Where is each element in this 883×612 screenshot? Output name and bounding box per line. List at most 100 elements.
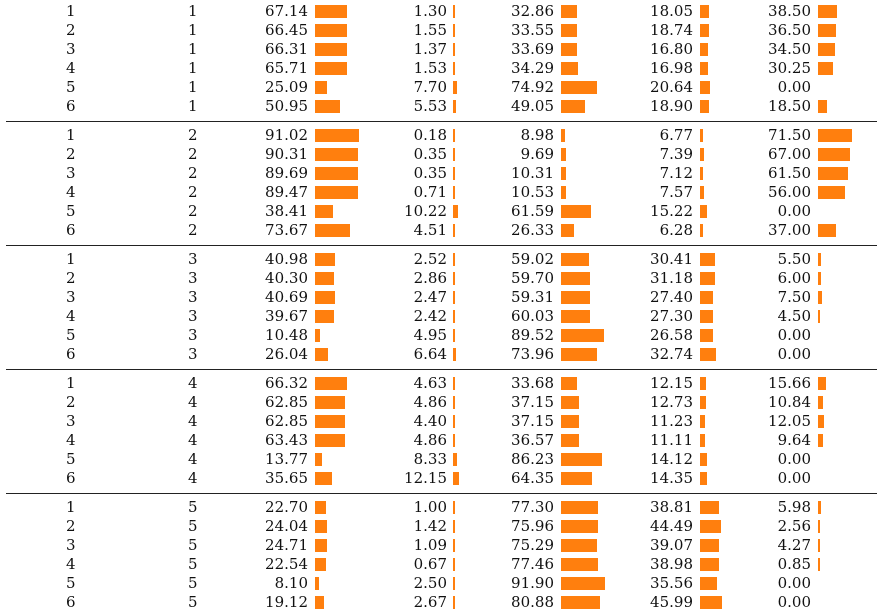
group-divider bbox=[6, 245, 877, 246]
group-index-cell: 3 bbox=[188, 269, 198, 287]
value-bar-col2 bbox=[453, 310, 455, 323]
value-cell-col3: 33.69 bbox=[511, 40, 554, 58]
value-cell-col1: 22.70 bbox=[265, 498, 308, 516]
value-bar-col2 bbox=[453, 415, 456, 428]
value-cell-col2: 4.86 bbox=[413, 431, 447, 449]
value-cell-col3: 10.31 bbox=[511, 164, 554, 182]
value-bar-col5 bbox=[818, 501, 821, 514]
value-bar-col3 bbox=[561, 253, 590, 266]
value-cell-col2: 1.09 bbox=[413, 536, 447, 554]
value-cell-col1: 73.67 bbox=[265, 221, 308, 239]
value-bar-col5 bbox=[818, 377, 826, 390]
value-cell-col1: 63.43 bbox=[265, 431, 308, 449]
value-cell-col3: 59.31 bbox=[511, 288, 554, 306]
value-bar-col3 bbox=[561, 396, 579, 409]
value-bar-col5 bbox=[818, 186, 845, 199]
value-bar-col2 bbox=[453, 434, 456, 447]
row-index-cell: 2 bbox=[66, 269, 76, 287]
value-cell-col5: 2.56 bbox=[777, 517, 811, 535]
value-cell-col2: 1.42 bbox=[413, 517, 447, 535]
value-cell-col4: 6.77 bbox=[659, 126, 693, 144]
value-cell-col1: 89.47 bbox=[265, 183, 308, 201]
table-row: 2 5 24.04 1.42 75.96 44.49 2.56 bbox=[0, 517, 883, 536]
value-bar-col5 bbox=[818, 100, 827, 113]
value-bar-col1 bbox=[315, 167, 359, 180]
row-index-cell: 5 bbox=[66, 450, 76, 468]
value-bar-col2 bbox=[453, 186, 455, 199]
value-bar-col1 bbox=[315, 396, 346, 409]
row-group-1: 1 1 67.14 1.30 32.86 18.05 38.50 2 1 66.45 1.55 33.… bbox=[0, 2, 883, 116]
value-cell-col2: 4.51 bbox=[413, 221, 447, 239]
value-cell-col4: 16.80 bbox=[650, 40, 693, 58]
value-cell-col5: 5.50 bbox=[777, 250, 811, 268]
value-cell-col5: 18.50 bbox=[768, 97, 811, 115]
value-bar-col4 bbox=[700, 253, 715, 266]
value-bar-col2 bbox=[453, 396, 456, 409]
row-index-cell: 4 bbox=[66, 183, 76, 201]
value-bar-col2 bbox=[453, 253, 455, 266]
row-index-cell: 2 bbox=[66, 517, 76, 535]
value-bar-col3 bbox=[561, 310, 590, 323]
value-cell-col2: 5.53 bbox=[413, 97, 447, 115]
value-bar-col1 bbox=[315, 62, 347, 75]
value-cell-col2: 4.63 bbox=[413, 374, 447, 392]
value-bar-col1 bbox=[315, 100, 340, 113]
value-bar-col2 bbox=[453, 5, 455, 18]
value-bar-col4 bbox=[700, 43, 709, 56]
value-bar-col3 bbox=[561, 100, 585, 113]
value-cell-col5: 0.00 bbox=[777, 78, 811, 96]
table-row: 6 3 26.04 6.64 73.96 32.74 0.00 bbox=[0, 345, 883, 364]
row-index-cell: 5 bbox=[66, 574, 76, 592]
value-bar-col3 bbox=[561, 81, 597, 94]
group-index-cell: 5 bbox=[188, 536, 198, 554]
value-cell-col2: 2.52 bbox=[413, 250, 447, 268]
value-bar-col5 bbox=[818, 224, 836, 237]
value-cell-col1: 38.41 bbox=[265, 202, 308, 220]
value-cell-col1: 13.77 bbox=[265, 450, 308, 468]
table-row: 6 2 73.67 4.51 26.33 6.28 37.00 bbox=[0, 221, 883, 240]
value-cell-col1: 90.31 bbox=[265, 145, 308, 163]
table-row: 1 1 67.14 1.30 32.86 18.05 38.50 bbox=[0, 2, 883, 21]
value-bar-col4 bbox=[700, 148, 704, 161]
value-cell-col1: 67.14 bbox=[265, 2, 308, 20]
value-cell-col4: 15.22 bbox=[650, 202, 693, 220]
value-bar-col1 bbox=[315, 472, 333, 485]
group-index-cell: 3 bbox=[188, 307, 198, 325]
value-cell-col3: 80.88 bbox=[511, 593, 554, 611]
value-cell-col3: 86.23 bbox=[511, 450, 554, 468]
value-bar-col1 bbox=[315, 577, 319, 590]
value-bar-col4 bbox=[700, 100, 710, 113]
value-cell-col3: 74.92 bbox=[511, 78, 554, 96]
value-cell-col3: 89.52 bbox=[511, 326, 554, 344]
value-cell-col1: 39.67 bbox=[265, 307, 308, 325]
row-index-cell: 6 bbox=[66, 221, 76, 239]
value-cell-col4: 30.41 bbox=[650, 250, 693, 268]
group-index-cell: 3 bbox=[188, 250, 198, 268]
value-cell-col5: 0.00 bbox=[777, 202, 811, 220]
value-bar-col1 bbox=[315, 434, 346, 447]
value-bar-col1 bbox=[315, 272, 335, 285]
value-cell-col4: 7.12 bbox=[659, 164, 693, 182]
group-index-cell: 5 bbox=[188, 498, 198, 516]
value-bar-col3 bbox=[561, 520, 598, 533]
value-cell-col3: 37.15 bbox=[511, 412, 554, 430]
value-bar-col3 bbox=[561, 453, 603, 466]
value-cell-col4: 7.57 bbox=[659, 183, 693, 201]
value-cell-col2: 2.47 bbox=[413, 288, 447, 306]
value-bar-col1 bbox=[315, 520, 327, 533]
row-index-cell: 3 bbox=[66, 40, 76, 58]
row-index-cell: 3 bbox=[66, 288, 76, 306]
table-row: 3 5 24.71 1.09 75.29 39.07 4.27 bbox=[0, 536, 883, 555]
group-index-cell: 5 bbox=[188, 517, 198, 535]
value-cell-col1: 40.30 bbox=[265, 269, 308, 287]
value-bar-col4 bbox=[700, 348, 716, 361]
value-bar-col1 bbox=[315, 558, 326, 571]
value-bar-col3 bbox=[561, 272, 590, 285]
value-bar-col4 bbox=[700, 167, 704, 180]
value-cell-col5: 67.00 bbox=[768, 145, 811, 163]
group-index-cell: 4 bbox=[188, 469, 198, 487]
value-cell-col3: 9.69 bbox=[520, 145, 554, 163]
value-bar-col3 bbox=[561, 62, 578, 75]
value-cell-col3: 32.86 bbox=[511, 2, 554, 20]
value-bar-col1 bbox=[315, 348, 328, 361]
